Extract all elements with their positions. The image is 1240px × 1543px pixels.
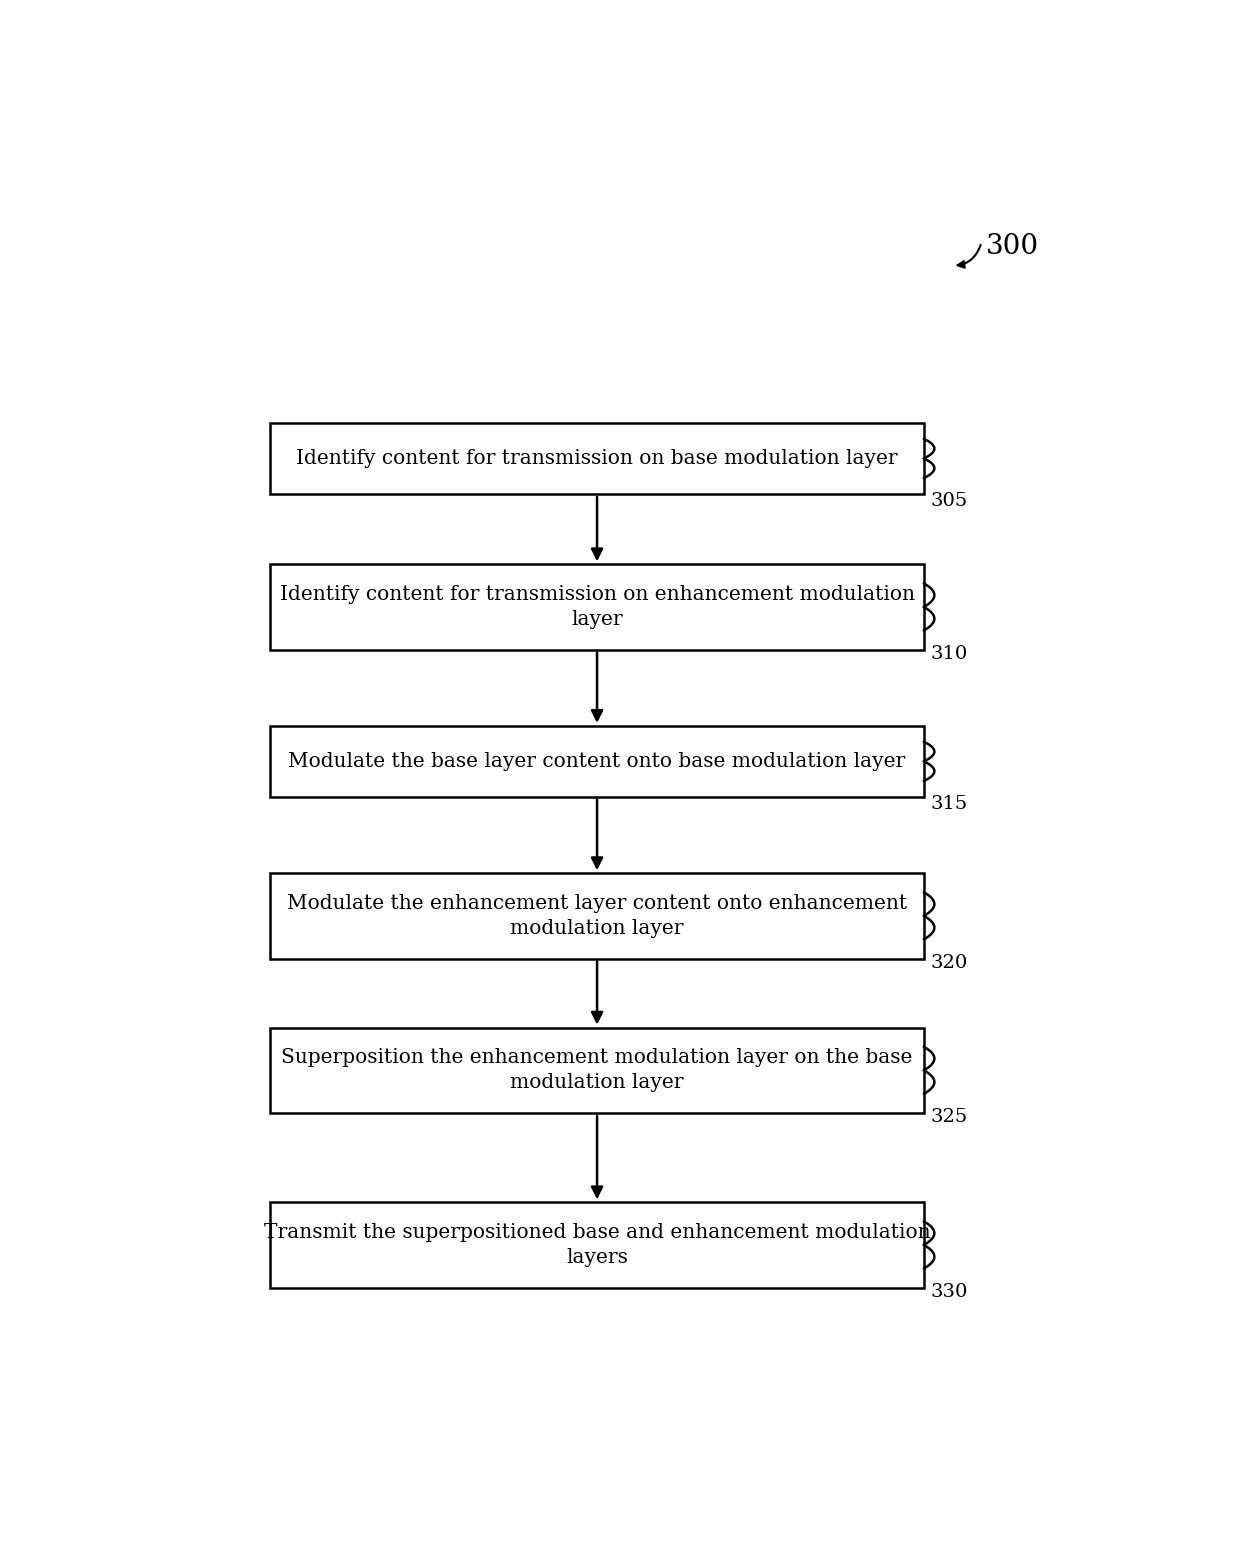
Text: Modulate the base layer content onto base modulation layer: Modulate the base layer content onto bas…	[289, 751, 905, 772]
Text: 305: 305	[930, 492, 967, 511]
Bar	[270, 423, 924, 494]
Text: 310: 310	[930, 645, 967, 663]
Bar	[270, 1202, 924, 1288]
Text: Transmit the superpositioned base and enhancement modulation
layers: Transmit the superpositioned base and en…	[264, 1224, 930, 1267]
Text: Superposition the enhancement modulation layer on the base
modulation layer: Superposition the enhancement modulation…	[281, 1048, 913, 1092]
Text: 325: 325	[930, 1108, 967, 1126]
Bar	[270, 1028, 924, 1113]
Text: Modulate the enhancement layer content onto enhancement
modulation layer: Modulate the enhancement layer content o…	[286, 893, 908, 938]
Text: 300: 300	[986, 233, 1039, 259]
Bar	[270, 565, 924, 650]
Text: 320: 320	[930, 954, 967, 972]
Text: Identify content for transmission on enhancement modulation
layer: Identify content for transmission on enh…	[279, 585, 915, 630]
Text: 330: 330	[930, 1282, 967, 1301]
Text: Identify content for transmission on base modulation layer: Identify content for transmission on bas…	[296, 449, 898, 468]
Bar	[270, 873, 924, 958]
Bar	[270, 725, 924, 798]
Text: 315: 315	[930, 795, 967, 813]
